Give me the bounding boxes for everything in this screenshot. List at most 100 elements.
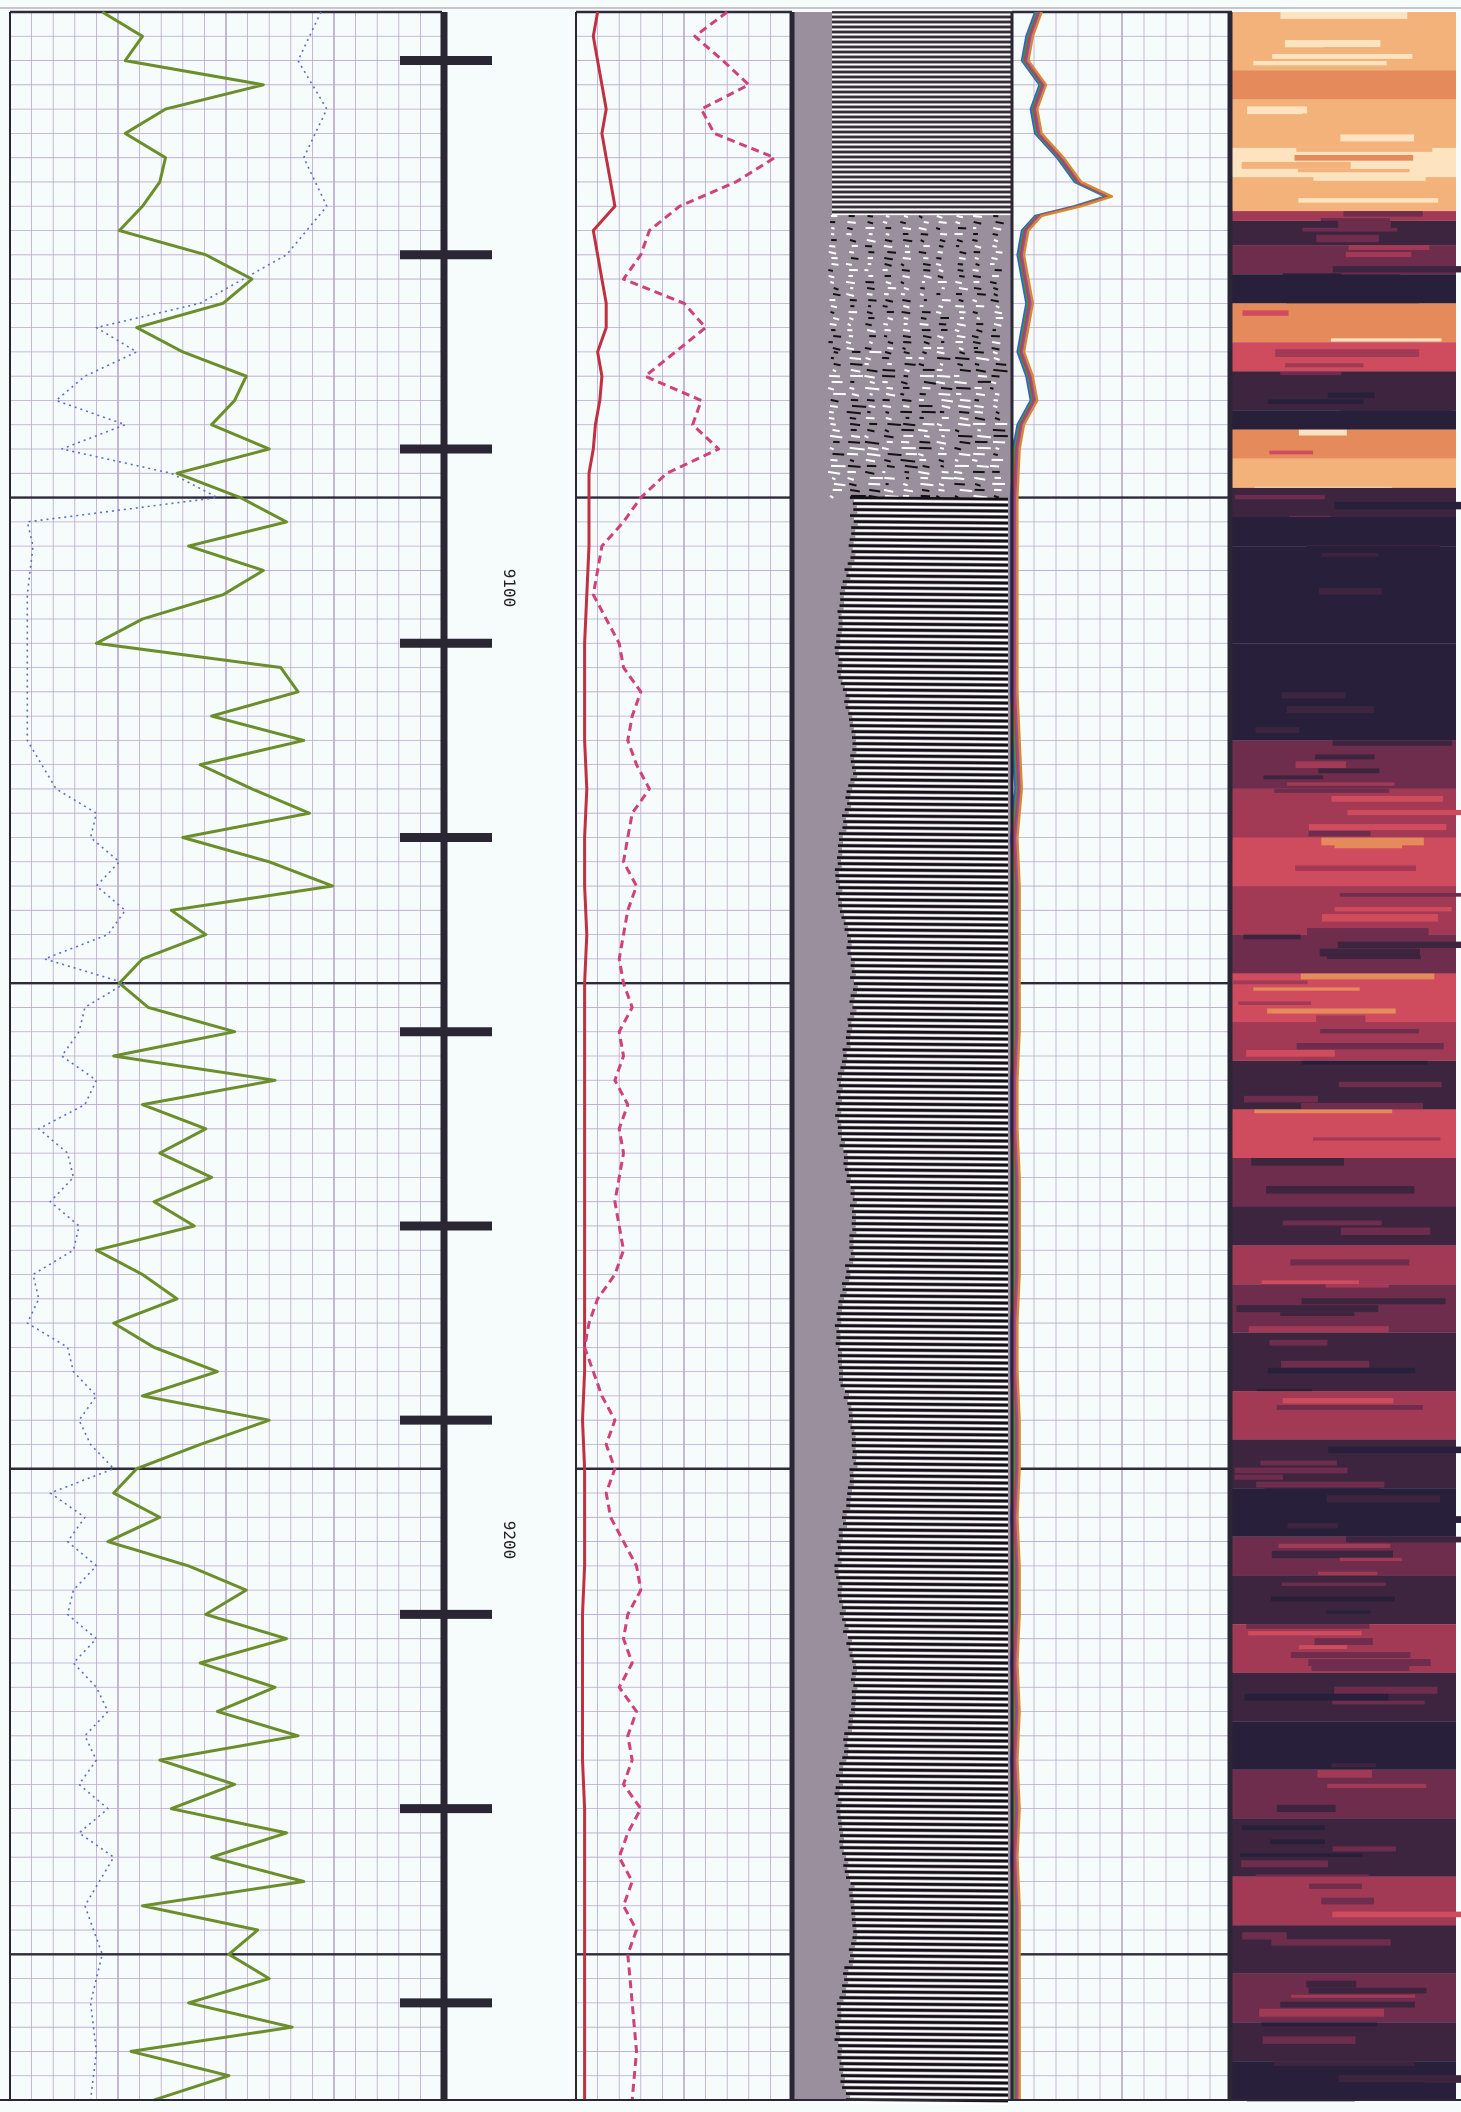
- image-streak: [1298, 198, 1439, 203]
- waveform-stripe: [836, 856, 1009, 861]
- waveform-stripe: [959, 440, 971, 445]
- waveform-stripe: [903, 374, 909, 378]
- gamma-ray-curve: [94, 10, 335, 2102]
- waveform-stripe: [972, 340, 981, 345]
- waveform-stripe: [919, 440, 931, 444]
- waveform-stripe: [828, 410, 834, 414]
- waveform-stripe: [844, 1858, 1009, 1863]
- waveform-stripe: [850, 994, 1009, 999]
- image-streak: [1294, 154, 1414, 161]
- waveform-stripe: [853, 1477, 1009, 1482]
- waveform-stripe: [832, 428, 840, 433]
- image-streak: [1274, 788, 1390, 793]
- waveform-stripe: [845, 1993, 1009, 1998]
- waveform-stripe: [959, 350, 966, 355]
- waveform-stripe: [845, 280, 856, 285]
- waveform-stripe: [885, 232, 890, 236]
- image-streak: [1346, 1536, 1461, 1543]
- waveform-stripe: [885, 280, 892, 285]
- waveform-stripe: [995, 250, 1003, 254]
- image-streak: [1281, 1582, 1387, 1586]
- waveform-stripe: [854, 1681, 1009, 1686]
- waveform-stripe: [852, 547, 1009, 552]
- waveform-stripe: [844, 1837, 1009, 1842]
- waveform-stripe: [842, 661, 1009, 666]
- waveform-stripe: [851, 1696, 1009, 1701]
- waveform-stripe: [845, 340, 852, 345]
- waveform-stripe: [841, 1606, 1009, 1611]
- waveform-stripe: [993, 494, 1000, 499]
- waveform-stripe: [845, 262, 853, 266]
- waveform-stripe: [851, 943, 1009, 948]
- waveform-stripe: [846, 346, 855, 351]
- waveform-stripe: [920, 316, 927, 320]
- image-streak: [1257, 685, 1326, 690]
- image-streak: [1235, 494, 1325, 500]
- waveform-stripe: [851, 1432, 1009, 1437]
- waveform-stripe: [847, 1018, 1009, 1023]
- waveform-stripe: [835, 880, 1009, 885]
- waveform-stripe: [856, 1441, 1009, 1446]
- image-streak: [1255, 727, 1300, 733]
- waveform-stripe: [843, 1849, 1009, 1854]
- waveform-stripe: [849, 356, 862, 361]
- waveform-stripe: [837, 1108, 1009, 1113]
- waveform-stripe: [855, 1675, 1009, 1680]
- image-streak: [1324, 1728, 1429, 1736]
- waveform-stripe: [852, 1666, 1009, 1671]
- image-streak: [1338, 1081, 1442, 1088]
- waveform-stripe: [869, 392, 873, 396]
- waveform-stripe: [854, 1015, 1009, 1020]
- image-streak: [1248, 1631, 1362, 1636]
- waveform-stripe: [854, 1189, 1009, 1194]
- waveform-stripe: [854, 979, 1009, 984]
- waveform-stripe: [844, 2077, 1009, 2082]
- waveform-stripe: [922, 350, 928, 355]
- waveform-stripe: [836, 1804, 1009, 1809]
- waveform-stripe: [856, 1939, 1009, 1944]
- image-streak: [1246, 1624, 1370, 1629]
- waveform-stripe: [854, 1255, 1009, 1260]
- waveform-stripe: [904, 368, 910, 373]
- waveform-stripe: [831, 262, 839, 266]
- image-streak: [1331, 1516, 1461, 1523]
- waveform-stripe: [864, 346, 872, 351]
- waveform-stripe: [842, 1087, 1009, 1092]
- waveform-stripe: [839, 655, 1009, 660]
- waveform-stripe: [841, 2059, 1009, 2064]
- waveform-stripe: [936, 256, 942, 260]
- waveform-stripe: [887, 250, 897, 254]
- waveform-stripe: [975, 368, 986, 373]
- image-streak: [1280, 371, 1342, 376]
- waveform-stripe: [851, 1495, 1009, 1500]
- waveform-stripe: [937, 356, 951, 360]
- waveform-stripe: [846, 1621, 1009, 1626]
- waveform-stripe: [954, 446, 962, 451]
- caliper-curve: [26, 11, 328, 2101]
- waveform-stripe: [852, 1951, 1009, 1956]
- waveform-stripe: [936, 374, 951, 378]
- waveform-stripe: [850, 1501, 1009, 1506]
- waveform-stripe: [905, 476, 910, 480]
- waveform-stripe: [842, 2086, 1009, 2091]
- waveform-stripe: [842, 853, 1009, 858]
- waveform-stripe: [953, 470, 963, 474]
- waveform-stripe: [854, 967, 1009, 972]
- image-streak: [1300, 973, 1435, 980]
- waveform-stripe: [852, 1456, 1009, 1461]
- waveform-stripe: [902, 256, 911, 260]
- waveform-stripe: [856, 1927, 1009, 1932]
- waveform-stripe: [884, 476, 895, 480]
- waveform-stripe: [868, 298, 877, 302]
- waveform-stripe: [837, 1132, 1009, 1137]
- waveform-stripe: [833, 287, 839, 291]
- waveform-stripe: [848, 1960, 1009, 1965]
- waveform-stripe: [844, 1750, 1009, 1755]
- waveform-stripe: [841, 1819, 1009, 1824]
- waveform-stripe: [848, 544, 1009, 549]
- waveform-stripe: [849, 1246, 1009, 1251]
- waveform-stripe: [959, 368, 971, 373]
- waveform-stripe: [856, 1669, 1009, 1674]
- waveform-stripe: [957, 362, 964, 367]
- image-streak: [1313, 177, 1426, 181]
